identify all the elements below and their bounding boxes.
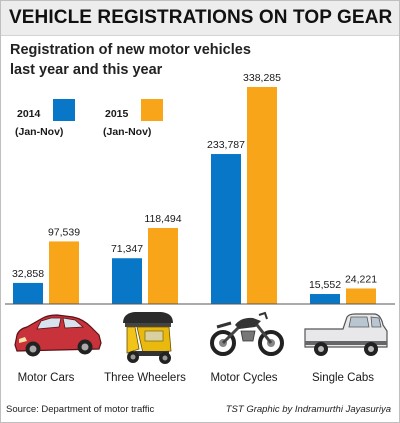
- category-label-1: Three Wheelers: [104, 372, 186, 384]
- bar-chart: 2014 (Jan-Nov) 2015 (Jan-Nov) 32,858 97,539 7…: [5, 72, 395, 384]
- legend-swatch-2014: [53, 99, 75, 121]
- legend-swatch-2015: [141, 99, 163, 121]
- value-label-2015-1: 118,494: [144, 213, 181, 225]
- motorcycle-icon: [210, 311, 284, 356]
- bar-2014-2: [211, 154, 241, 304]
- bars: [13, 87, 376, 304]
- category-label-3: Single Cabs: [312, 372, 374, 384]
- graphic-credit: TST Graphic by Indramurthi Jayasuriya: [225, 404, 391, 415]
- category-icons: [14, 311, 388, 364]
- bar-2015-1: [148, 227, 178, 304]
- value-label-2014-1: 71,347: [111, 243, 143, 255]
- value-label-2015-2: 338,285: [243, 72, 281, 84]
- value-labels: 32,858 97,539 71,347 118,494 233,787 338,285 1…: [12, 72, 377, 291]
- category-label-2: Motor Cycles: [210, 372, 277, 384]
- legend: 2014 (Jan-Nov) 2015 (Jan-Nov): [15, 99, 163, 138]
- bar-2015-3: [346, 288, 376, 304]
- category-labels: Motor Cars Three Wheelers Motor Cycles Sing…: [18, 372, 375, 384]
- legend-period-2014: (Jan-Nov): [15, 126, 63, 138]
- pickup-truck-icon: [304, 313, 388, 356]
- value-label-2015-0: 97,539: [48, 226, 80, 238]
- value-label-2014-2: 233,787: [207, 139, 245, 151]
- value-label-2015-3: 24,221: [345, 273, 377, 285]
- value-label-2014-3: 15,552: [309, 279, 341, 291]
- car-icon: [14, 314, 102, 357]
- chart-title: VEHICLE REGISTRATIONS ON TOP GEAR: [9, 7, 393, 28]
- legend-period-2015: (Jan-Nov): [103, 126, 151, 138]
- bar-2015-0: [49, 241, 79, 304]
- three-wheeler-icon: [123, 312, 173, 364]
- legend-year-2014: 2014: [17, 108, 41, 120]
- category-label-0: Motor Cars: [18, 372, 75, 384]
- bar-2014-0: [13, 282, 43, 304]
- chart-subtitle: Registration of new motor vehicles last …: [10, 42, 251, 78]
- legend-year-2015: 2015: [105, 108, 129, 120]
- bar-2014-3: [310, 294, 340, 304]
- bar-2014-1: [112, 258, 142, 304]
- value-label-2014-0: 32,858: [12, 268, 44, 280]
- title-bar: VEHICLE REGISTRATIONS ON TOP GEAR: [1, 1, 399, 36]
- source-note: Source: Department of motor traffic: [6, 404, 155, 415]
- bar-2015-2: [247, 87, 277, 304]
